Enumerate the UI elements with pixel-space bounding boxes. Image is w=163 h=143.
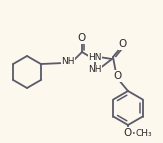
Text: CH₃: CH₃: [136, 129, 153, 138]
Text: NH: NH: [88, 65, 102, 75]
Text: NH: NH: [61, 57, 75, 66]
Text: O: O: [114, 71, 122, 81]
Text: O: O: [119, 39, 127, 49]
Text: O: O: [78, 33, 86, 43]
Text: O: O: [124, 128, 132, 138]
Text: HN: HN: [88, 52, 102, 61]
